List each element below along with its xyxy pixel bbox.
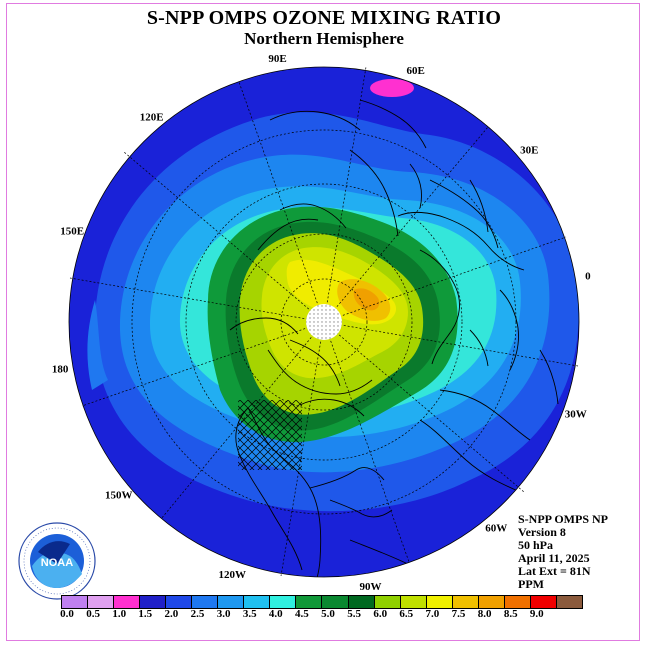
ozone-band-1.0-spot [370,79,414,97]
colorbar-tick-10: 5.0 [321,608,335,620]
colorbar-tick-0: 0.0 [60,608,74,620]
colorbar-tick-15: 7.5 [451,608,466,620]
longitude-labels: 90E 60E 30E 0 30W 60W 90W 120W 150W 180 150E 120E [52,53,591,593]
colorbar-cell-1 [87,595,114,609]
hatched-region [238,400,302,470]
logo-text: NOAA [41,557,73,569]
colorbar-cell-13 [399,595,426,609]
colorbar-tick-4: 2.0 [164,608,179,620]
colorbar-cell-9 [295,595,322,609]
colorbar-tick-12: 6.0 [373,608,388,620]
colorbar-tick-14: 7.0 [425,608,440,620]
polar-cap-no-data [306,304,342,340]
info-pressure: 50 hPa [518,538,554,552]
map-subtitle: Northern Hemisphere [244,29,404,48]
ozone-edge-band [87,300,108,390]
colorbar-tick-16: 8.0 [477,608,492,620]
map-border [68,66,580,578]
colorbar-cell-8 [269,595,296,609]
lon-label-8: 150W [105,489,133,501]
lon-label-1: 60E [407,65,425,77]
lon-label-0: 90E [268,53,286,65]
map-title: S-NPP OMPS OZONE MIXING RATIO [146,7,502,29]
image-frame [6,3,640,641]
lon-label-9: 180 [52,364,69,376]
info-product: S-NPP OMPS NP [518,512,608,526]
colorbar-cell-7 [243,595,270,609]
colorbar-cell-14 [425,595,452,609]
colorbar-cell-3 [139,595,166,609]
grid-lines [69,66,579,577]
lon-label-6: 90W [360,581,382,593]
colorbar-tick-13: 6.5 [399,608,414,620]
colorbar-cell-18 [529,595,556,609]
lon-label-11: 120E [140,112,164,124]
info-version: Version 8 [518,525,566,539]
colorbar-tick-3: 1.5 [138,608,153,620]
noaa-logo-icon: NOAA [18,522,96,600]
colorbar-cell-2 [113,595,140,609]
colorbar-tick-9: 4.5 [295,608,309,620]
colorbar-cell-0 [61,595,88,609]
info-lat-ext: Lat Ext = 81N [518,564,591,578]
colorbar-cell-17 [503,595,530,609]
lon-label-5: 60W [485,522,507,534]
lon-label-3: 0 [585,271,591,283]
colorbar-cell-15 [451,595,478,609]
colorbar-cell-16 [477,595,504,609]
colorbar-ticks: 0.0 0.5 1.0 1.5 2.0 2.5 3.0 3.5 4.0 4.5 5.0 5.5 6.0 6… [41,608,601,622]
colorbar-cell-11 [347,595,374,609]
lon-label-2: 30E [520,145,538,157]
colorbar-tick-18: 9.0 [529,608,544,620]
info-units: PPM [518,577,544,591]
colorbar [61,595,583,609]
info-date: April 11, 2025 [518,551,590,565]
lon-label-7: 120W [219,569,247,581]
colorbar-tick-11: 5.5 [347,608,361,620]
colorbar-cell-6 [217,595,244,609]
colorbar-cell-10 [321,595,348,609]
colorbar-cell-4 [165,595,192,609]
colorbar-cell-5 [191,595,218,609]
lon-label-4: 30W [565,409,587,421]
colorbar-tick-2: 1.0 [112,608,127,620]
colorbar-tick-17: 8.5 [503,608,518,620]
colorbar-cell-19 [555,595,583,609]
colorbar-tick-5: 2.5 [190,608,205,620]
colorbar-tick-7: 3.5 [242,608,257,620]
lon-label-10: 150E [60,225,84,237]
ozone-field [69,67,579,577]
colorbar-cell-12 [373,595,400,609]
colorbar-tick-1: 0.5 [86,608,100,620]
colorbar-tick-6: 3.0 [216,608,231,620]
ozone-band-7.5 [353,288,380,311]
info-block: S-NPP OMPS NP Version 8 50 hPa April 11,… [518,513,608,591]
colorbar-tick-8: 4.0 [268,608,283,620]
coastlines [229,99,559,577]
